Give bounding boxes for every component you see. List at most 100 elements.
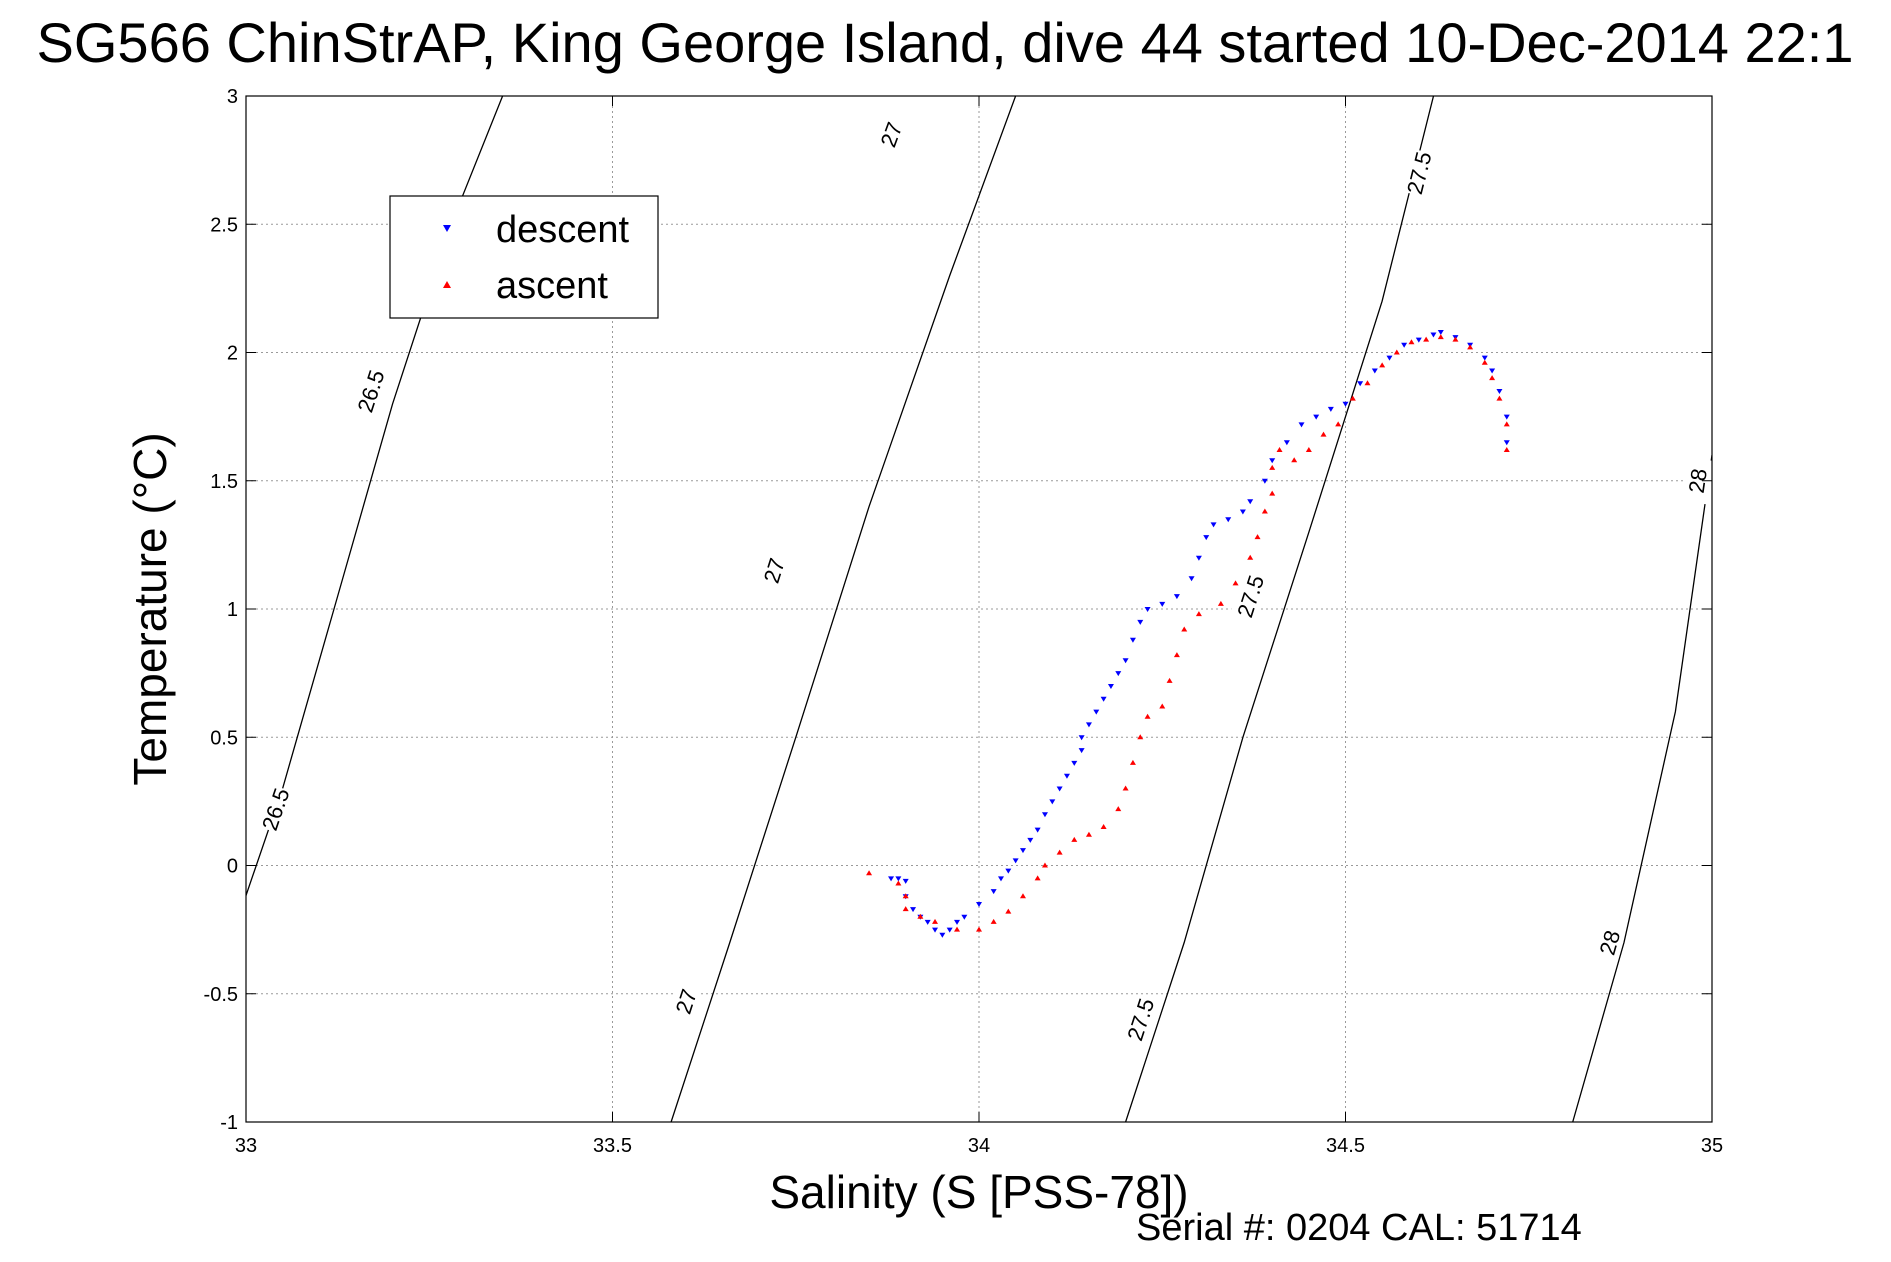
descent-point (1129, 637, 1136, 643)
ascent-point (1254, 534, 1261, 540)
contour-label-group: 27 (753, 545, 792, 596)
contour-label-bg (1399, 148, 1436, 198)
descent-point (1342, 401, 1349, 407)
ascent-point (1144, 713, 1151, 719)
descent-point (932, 927, 939, 933)
ascent-point (1320, 431, 1327, 437)
descent-point (1107, 683, 1114, 689)
ascent-point (895, 880, 902, 886)
descent-point (1203, 535, 1210, 541)
ascent-point (1503, 421, 1510, 427)
y-tick-label: 1.5 (210, 471, 238, 493)
y-tick-label: 2.5 (210, 214, 238, 236)
descent-point (1100, 696, 1107, 702)
ascent-point (976, 926, 982, 932)
descent-point (1063, 773, 1070, 779)
x-tick-label: 33.5 (593, 1135, 632, 1157)
descent-point (1327, 406, 1334, 412)
descent-series (888, 329, 1510, 938)
descent-point (1437, 329, 1444, 335)
descent-point (1056, 786, 1063, 792)
ascent-point (1137, 734, 1144, 740)
x-axis-label: Salinity (S [PSS-78]) (769, 1166, 1188, 1218)
descent-point (954, 919, 961, 925)
ascent-point (1166, 677, 1173, 683)
ascent-point (1071, 836, 1078, 842)
descent-point (1122, 658, 1129, 664)
ascent-point (1122, 785, 1129, 791)
ascent-point (1173, 652, 1180, 658)
serial-cal-footer: Serial #: 0204 CAL: 51714 (1136, 1207, 1582, 1249)
ascent-point (917, 913, 924, 919)
contour-label-bg (870, 109, 910, 160)
x-tick-label: 34 (968, 1135, 990, 1157)
descent-point (1415, 337, 1422, 343)
ascent-point (1489, 375, 1496, 381)
contour-label-bg (1120, 994, 1159, 1045)
y-tick-label: -0.5 (204, 984, 238, 1006)
ascent-point (1019, 893, 1026, 899)
ascent-point (1100, 824, 1107, 830)
descent-point (1210, 522, 1217, 528)
legend-ascent-marker (443, 281, 451, 288)
ascent-point (1503, 446, 1510, 452)
ascent-point (902, 893, 909, 899)
ascent-point (1041, 862, 1048, 868)
descent-point (1401, 342, 1408, 348)
descent-point (1503, 440, 1510, 446)
descent-point (1298, 422, 1305, 428)
legend-ascent-label: ascent (496, 265, 608, 307)
ascent-point (1269, 464, 1276, 470)
contour-label-group: 27 (665, 976, 705, 1027)
descent-point (1137, 619, 1144, 625)
ascent-point (1379, 362, 1386, 368)
ascent-point (1481, 359, 1488, 365)
ascent-point (1005, 908, 1012, 914)
descent-point (1283, 440, 1290, 446)
ascent-point (1085, 831, 1092, 837)
descent-point (895, 876, 902, 882)
density-contour-line (1572, 455, 1712, 1122)
descent-point (1386, 355, 1393, 361)
ascent-point (1305, 446, 1312, 452)
ascent-point (1181, 626, 1188, 632)
density-contour-line (1124, 96, 1435, 1122)
descent-point (1115, 671, 1122, 677)
ascent-point (1232, 580, 1239, 586)
ascent-point (1393, 349, 1400, 355)
descent-point (1496, 388, 1503, 394)
axis-ticks: 33 33.5 34 34.5 35 -1 -0.5 0 0.5 1 1.5 2 2.5 3 (204, 86, 1724, 1157)
legend-box (389, 195, 659, 319)
descent-point (1159, 601, 1166, 607)
descent-point (1144, 607, 1151, 612)
ascent-point (1291, 457, 1298, 463)
contour-label-bg (254, 783, 294, 834)
ascent-point (1408, 339, 1415, 345)
chart-title: SG566 ChinStrAP, King George Island, div… (37, 11, 1854, 74)
descent-point (1261, 478, 1268, 484)
descent-point (902, 878, 909, 884)
ascent-point (1364, 380, 1371, 386)
y-tick-label: 0.5 (210, 727, 238, 749)
ascent-point (1269, 490, 1276, 496)
contour-label-bg (665, 976, 705, 1027)
descent-point (1019, 848, 1026, 854)
ascent-point (1195, 611, 1202, 617)
legend: descent ascent (389, 195, 659, 319)
ascent-point (1217, 600, 1224, 606)
ascent-point (1437, 334, 1444, 340)
x-tick-label: 35 (1701, 1135, 1723, 1157)
descent-point (976, 901, 982, 907)
descent-point (1034, 827, 1041, 833)
y-tick-label: 2 (227, 343, 238, 365)
descent-point (1313, 414, 1320, 420)
density-contour-line (670, 96, 1017, 1122)
y-tick-label: 3 (227, 86, 238, 108)
ascent-point (1034, 875, 1041, 881)
descent-point (1093, 709, 1100, 715)
ascent-point (1496, 395, 1503, 401)
descent-point (910, 907, 917, 913)
x-tick-label: 34.5 (1326, 1135, 1365, 1157)
descent-point (946, 927, 953, 933)
